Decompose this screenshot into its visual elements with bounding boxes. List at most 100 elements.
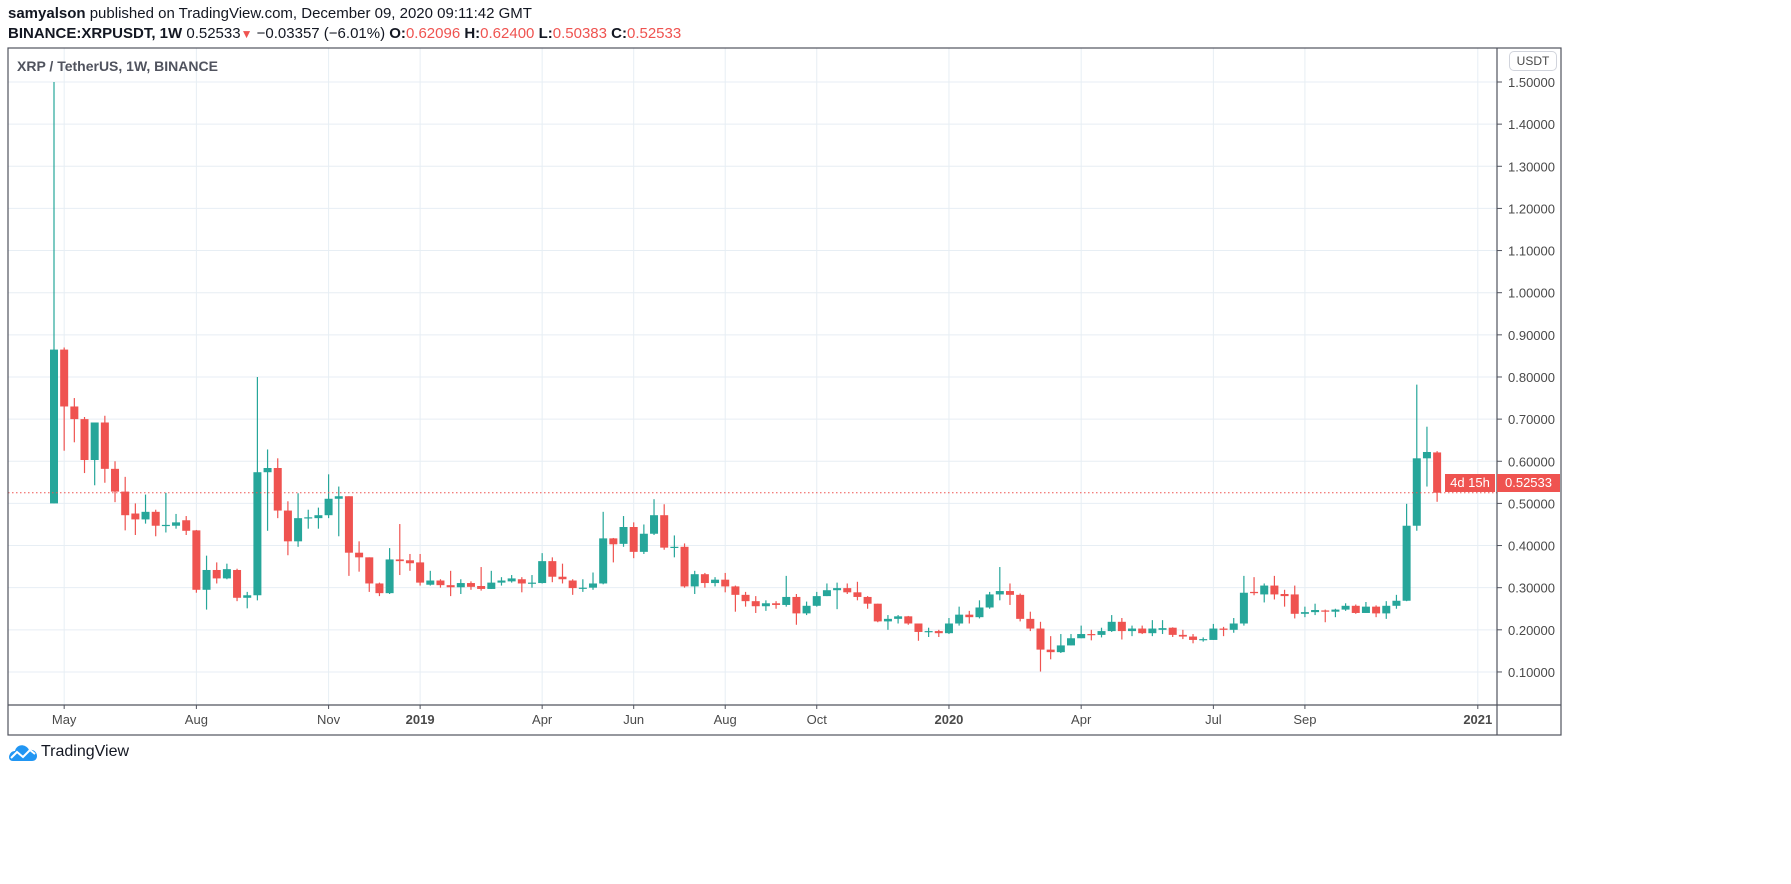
candle-down xyxy=(1189,634,1198,644)
candle-body xyxy=(863,596,872,604)
candle-up xyxy=(812,591,821,607)
y-tick-label: 1.30000 xyxy=(1508,159,1555,174)
candle-body xyxy=(273,468,282,511)
candle-down xyxy=(904,615,913,625)
candle-up xyxy=(599,511,608,585)
logo-text: TradingView xyxy=(41,743,130,760)
candle-down xyxy=(1168,627,1177,637)
candle-body xyxy=(843,588,852,593)
candle-up xyxy=(670,535,679,558)
x-tick-label: Oct xyxy=(807,712,828,727)
high-value: 0.62400 xyxy=(480,25,535,42)
candle-body xyxy=(639,533,648,552)
candle-body xyxy=(222,569,231,579)
candle-body xyxy=(802,605,811,614)
candle-body xyxy=(121,491,130,516)
last-price-label: 0.52533 xyxy=(1497,474,1560,492)
candle-body xyxy=(131,513,140,520)
symbol-name: BINANCE:XRPUSDT, 1W xyxy=(8,25,183,42)
y-tick-label: 1.20000 xyxy=(1508,201,1555,216)
candle-down xyxy=(609,537,618,563)
candle-body xyxy=(1067,638,1075,646)
candle-body xyxy=(619,526,628,544)
candle-down xyxy=(1372,605,1381,618)
candle-body xyxy=(772,603,781,605)
x-tick-label: Aug xyxy=(714,712,737,727)
candle-up xyxy=(1056,634,1065,653)
close-label: C: xyxy=(611,25,627,42)
candle-down xyxy=(477,567,486,591)
price-change: −0.03357 (−6.01%) xyxy=(256,25,386,42)
candle-down xyxy=(843,583,852,595)
candle-body xyxy=(1372,606,1381,614)
candle-body xyxy=(527,582,536,584)
candle-down xyxy=(80,417,89,474)
candle-body xyxy=(1331,609,1340,612)
y-tick-label: 0.40000 xyxy=(1508,539,1555,554)
candle-up xyxy=(833,582,842,610)
candle-body xyxy=(1189,636,1198,640)
candle-up xyxy=(1067,634,1075,646)
candle-down xyxy=(1005,583,1014,605)
tradingview-logo[interactable]: TradingView xyxy=(8,742,129,762)
candle-body xyxy=(548,561,557,577)
candle-body xyxy=(873,603,882,622)
author-name[interactable]: samyalson xyxy=(8,5,86,22)
candle-body xyxy=(711,579,720,584)
candle-body xyxy=(487,582,496,589)
candle-down xyxy=(1087,629,1096,641)
candle-body xyxy=(314,515,323,519)
candle-body xyxy=(1239,592,1248,624)
candle-body xyxy=(263,468,272,473)
close-value: 0.52533 xyxy=(626,25,682,42)
candle-up xyxy=(1382,601,1391,619)
candle-body xyxy=(1321,610,1330,612)
candle-up xyxy=(497,577,506,586)
candle-down xyxy=(751,596,760,613)
candle-body xyxy=(1219,628,1228,630)
candle-down xyxy=(873,603,882,623)
candle-down xyxy=(914,623,923,641)
candle-body xyxy=(456,583,465,588)
candle-up xyxy=(426,570,435,586)
candle-body xyxy=(731,586,740,595)
candle-down xyxy=(1250,577,1259,596)
candle-down xyxy=(1036,621,1045,672)
candle-up xyxy=(1331,608,1340,618)
candle-down xyxy=(660,504,669,550)
candle-up xyxy=(1300,606,1309,618)
tradingview-cloud-icon xyxy=(9,745,37,761)
candle-body xyxy=(1026,618,1035,629)
candle-body xyxy=(589,583,598,588)
y-tick-label: 0.20000 xyxy=(1508,623,1555,638)
low-value: 0.50383 xyxy=(552,25,607,42)
candle-body xyxy=(80,419,89,460)
candle-body xyxy=(212,569,221,579)
candle-body xyxy=(1433,452,1442,493)
candle-body xyxy=(1260,585,1269,595)
candle-body xyxy=(416,562,425,583)
candle-up xyxy=(243,591,252,609)
currency-button[interactable]: USDT xyxy=(1509,51,1557,71)
candle-up xyxy=(202,555,211,610)
candle-body xyxy=(202,569,211,590)
y-tick-label: 1.10000 xyxy=(1508,244,1555,259)
candle-up xyxy=(527,575,536,588)
candle-up xyxy=(1077,625,1086,639)
candle-body xyxy=(782,596,791,605)
candle-body xyxy=(1097,631,1106,635)
candle-down xyxy=(344,496,353,576)
candle-body xyxy=(405,560,414,564)
candle-body xyxy=(334,496,343,499)
x-tick-label: 2021 xyxy=(1463,712,1492,727)
x-tick-label: 2020 xyxy=(934,712,963,727)
candle-down xyxy=(446,570,455,597)
candle-up xyxy=(1341,603,1350,611)
candle-down xyxy=(517,577,526,593)
published-text: published on TradingView.com, December 0… xyxy=(89,5,532,22)
y-tick-label: 0.80000 xyxy=(1508,370,1555,385)
candle-body xyxy=(1168,627,1177,635)
candle-down xyxy=(100,415,109,483)
candle-body xyxy=(1361,606,1370,613)
